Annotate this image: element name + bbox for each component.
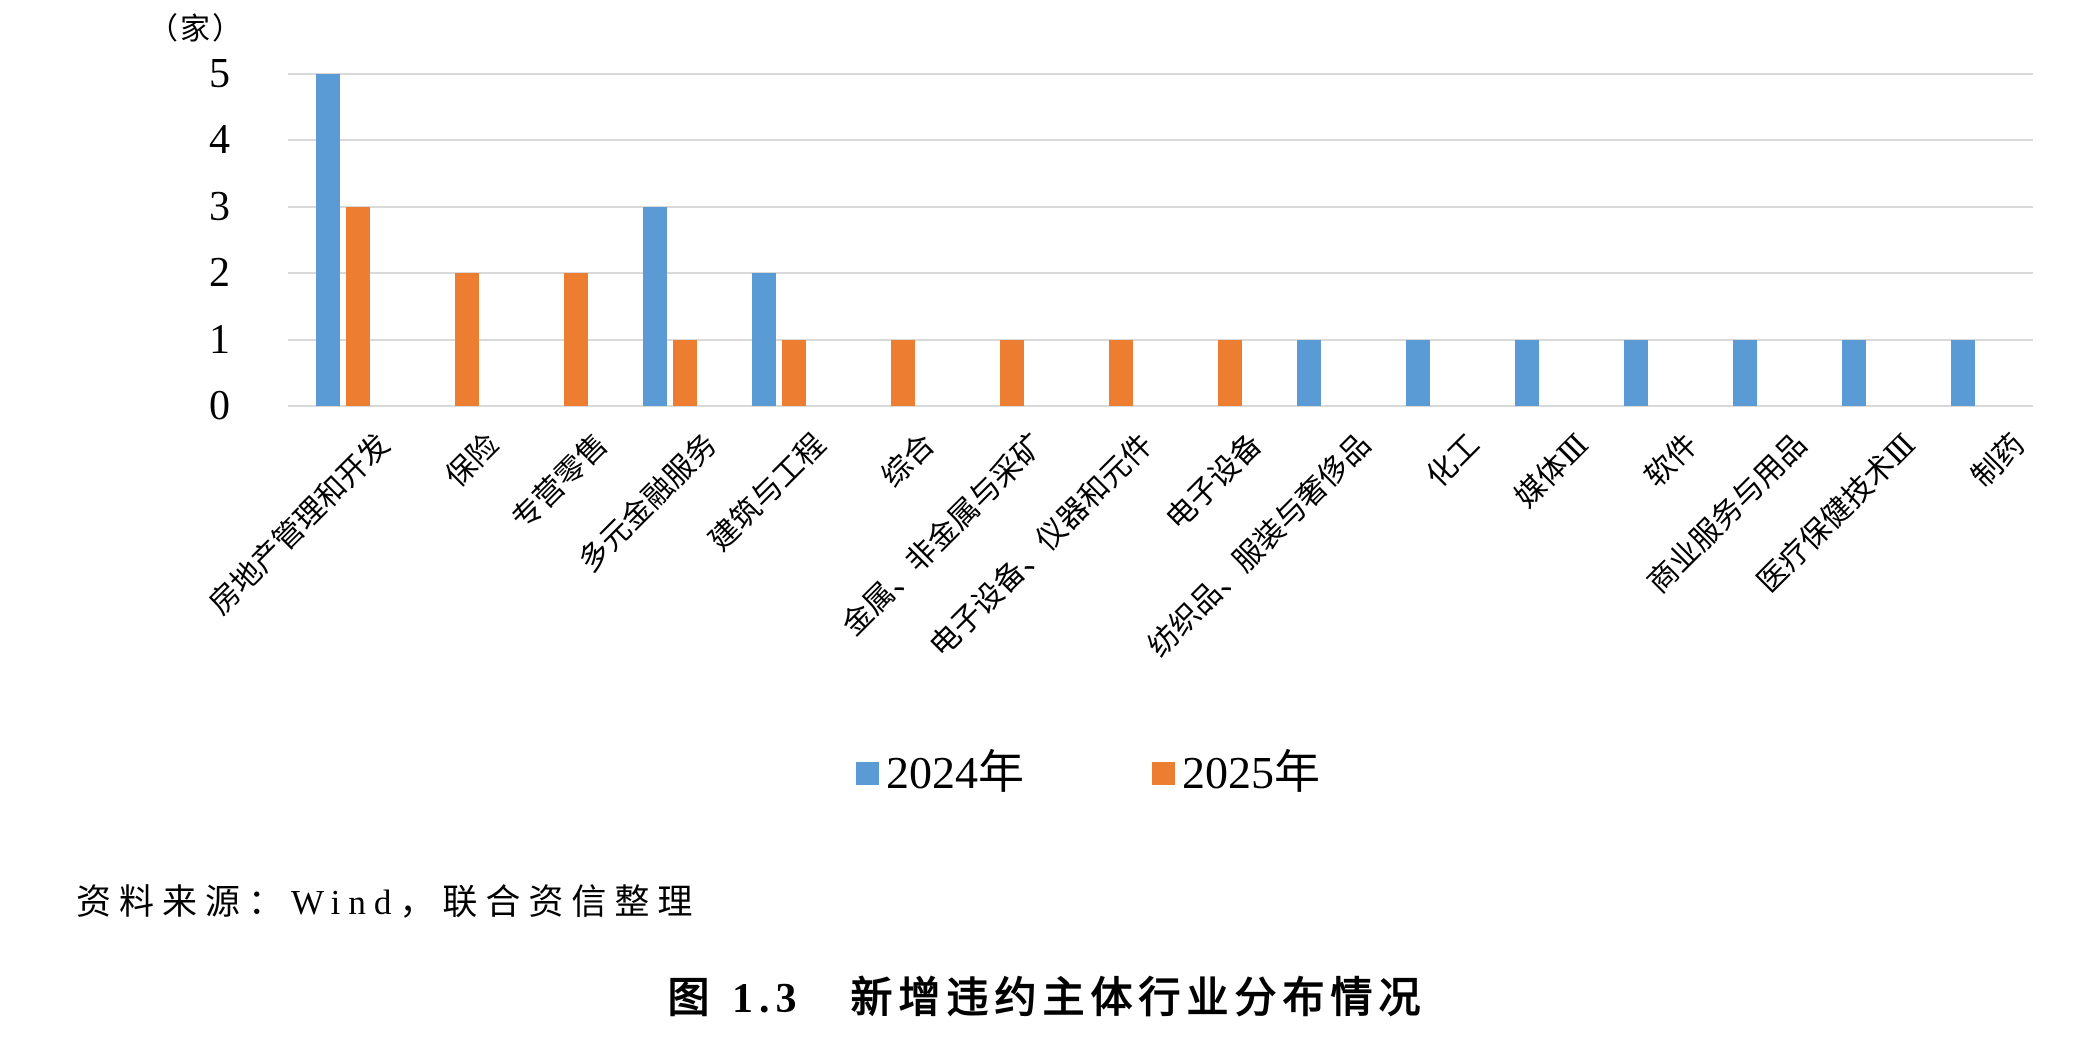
bar-2025年-c7 xyxy=(1108,339,1133,406)
y-tick-label: 5 xyxy=(209,51,230,97)
legend-label: 2025年 xyxy=(1182,747,1320,798)
legend-color-swatch xyxy=(856,761,879,785)
legend-label: 2024年 xyxy=(886,747,1024,798)
x-category-label: 制药 xyxy=(1966,428,2032,494)
gridline xyxy=(288,139,2033,142)
x-category-label: 房地产管理和开发 xyxy=(202,428,396,622)
gridline xyxy=(288,405,2033,407)
legend-color-swatch xyxy=(1152,761,1175,785)
y-axis-unit-label: （家） xyxy=(148,13,244,46)
x-category-label: 化工 xyxy=(1420,428,1487,494)
bar-2024年-c12 xyxy=(1624,339,1649,406)
legend-item-2025年: 2025年 xyxy=(1152,748,1320,798)
x-category-label: 综合 xyxy=(875,428,942,494)
legend-item-2024年: 2024年 xyxy=(856,748,1024,798)
y-tick-label: 0 xyxy=(209,383,230,429)
figure-caption: 图 1.3 新增违约主体行业分布情况 xyxy=(667,976,1427,1022)
bar-2025年-c4 xyxy=(781,339,806,406)
x-category-label: 保险 xyxy=(439,428,505,494)
bar-2024年-c15 xyxy=(1951,339,1976,406)
bar-2024年-c9 xyxy=(1297,339,1322,406)
chart-legend: 2024年 2025年 xyxy=(856,748,1320,798)
bar-2024年-c14 xyxy=(1842,339,1867,406)
bar-2025年-c8 xyxy=(1218,339,1243,406)
gridline xyxy=(288,338,2033,341)
bar-2025年-c0 xyxy=(345,206,370,406)
gridline xyxy=(288,272,2033,275)
x-category-label: 建筑与工程 xyxy=(702,428,833,558)
bar-2025年-c1 xyxy=(454,273,479,406)
gridline xyxy=(288,205,2033,208)
x-category-label: 软件 xyxy=(1638,428,1705,494)
x-category-label: 电子设备、仪器和元件 xyxy=(923,428,1160,664)
bar-2025年-c3 xyxy=(672,339,697,406)
bar-2024年-c0 xyxy=(315,74,340,406)
bar-2024年-c13 xyxy=(1733,339,1758,406)
y-tick-label: 2 xyxy=(209,250,230,297)
bar-2024年-c11 xyxy=(1515,339,1540,406)
x-category-label: 纺织品、服装与奢侈品 xyxy=(1141,428,1378,664)
y-tick-label: 3 xyxy=(209,183,230,230)
gridline xyxy=(288,73,2033,75)
bar-2024年-c10 xyxy=(1406,339,1431,406)
x-category-label: 金属、非金属与采矿 xyxy=(835,428,1051,643)
y-tick-label: 1 xyxy=(209,316,230,363)
y-tick-label: 4 xyxy=(209,117,230,164)
bar-2024年-c3 xyxy=(642,206,667,406)
x-category-label: 电子设备 xyxy=(1160,428,1269,537)
bar-2025年-c2 xyxy=(563,273,588,406)
source-note: 资料来源：Wind，联合资信整理 xyxy=(76,883,701,922)
bar-2025年-c6 xyxy=(999,339,1024,406)
x-category-label: 媒体Ⅲ xyxy=(1509,428,1596,515)
bar-2024年-c4 xyxy=(751,273,776,406)
bar-2025年-c5 xyxy=(890,339,915,406)
x-category-label: 专营零售 xyxy=(505,428,614,537)
